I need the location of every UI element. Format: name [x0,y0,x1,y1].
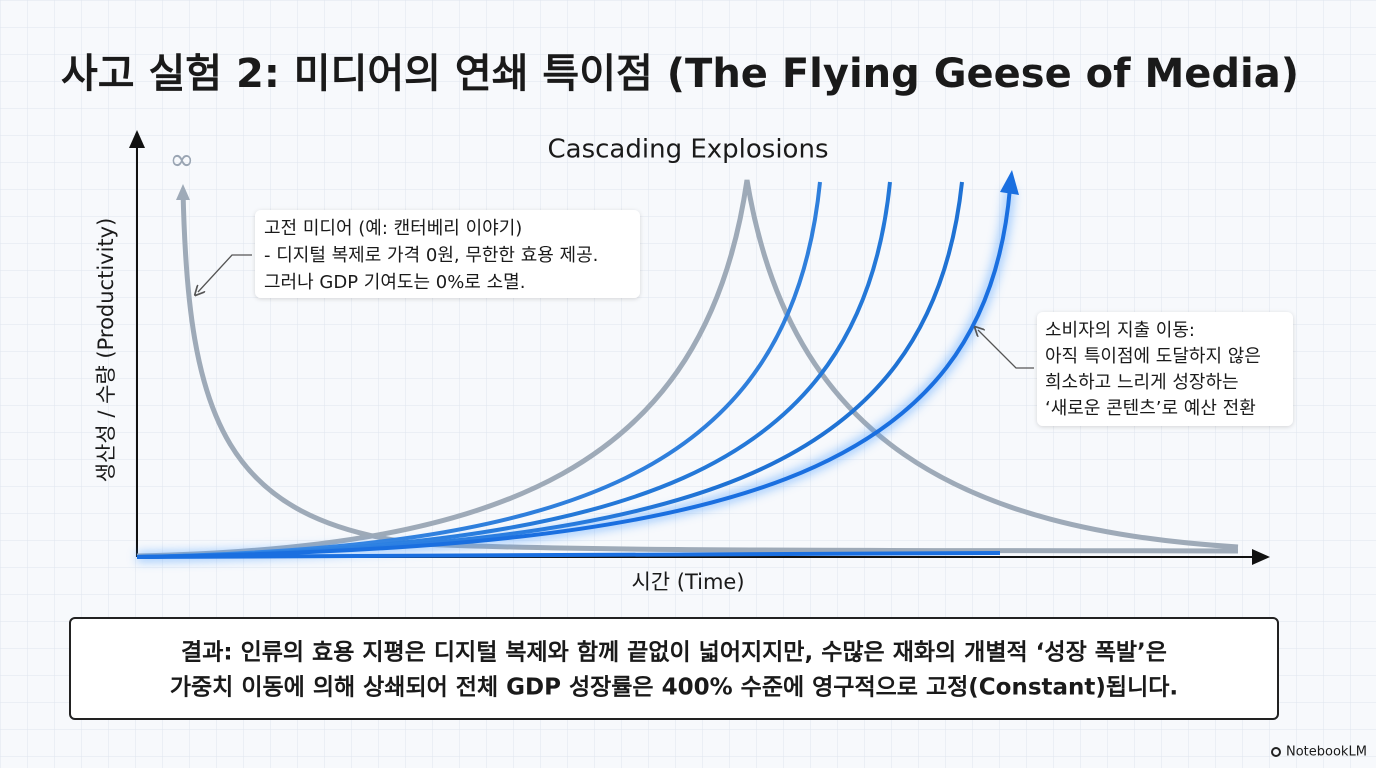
callout-box [1037,312,1293,426]
media-baseline [136,551,1001,559]
callout-text: 소비자의 지출 이동: [1045,320,1195,341]
callout-text: 그러나 GDP 기여도는 0%로 소멸. [264,272,525,293]
callout-box [255,210,640,298]
callout-text: 희소하고 느리게 성장하는 [1045,372,1239,393]
media-arrowhead [1000,170,1019,195]
callout-text: 아직 특이점에 도달하지 않은 [1045,346,1261,367]
classic-arrowhead [176,184,190,200]
brand-logo [1271,747,1281,757]
infinity-mark: ∞ [170,143,195,178]
conclusion-text: 가중치 이동에 의해 상쇄되어 전체 GDP 성장률은 400% 수준에 영구적… [170,675,1178,701]
title: 사고 실험 2: 미디어의 연쇄 특이점 (The Flying Geese o… [61,51,1299,97]
callout-connector [978,330,1034,369]
callout-text: 고전 미디어 (예: 캔터베리 이야기) [264,218,522,239]
subtitle: Cascading Explosions [548,135,829,165]
brand: NotebookLM [1286,745,1367,760]
callout-connector [198,254,252,292]
peak-curve [136,179,1239,559]
media-curve [136,187,1012,559]
y-axis-label: 생산성 / 수량 (Productivity) [94,218,118,483]
x-axis-label: 시간 (Time) [631,570,744,594]
callout-text: - 디지털 복제로 가격 0원, 무한한 효용 제공. [264,245,598,266]
conclusion-text: 결과: 인류의 효용 지평은 디지털 복제와 함께 끝없이 넓어지지만, 수많은… [181,640,1167,666]
conclusion-box [69,617,1279,720]
callout-text: ‘새로운 콘텐츠’로 예산 전환 [1045,398,1256,419]
